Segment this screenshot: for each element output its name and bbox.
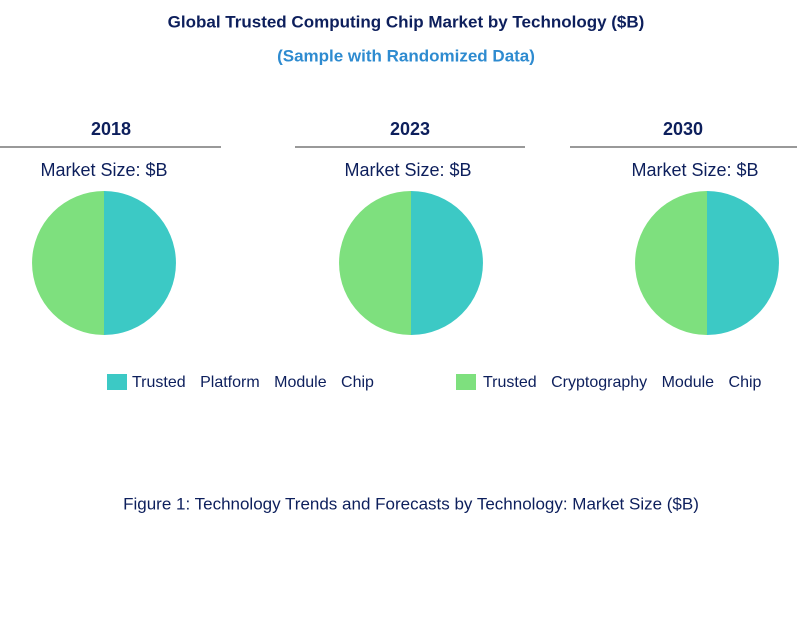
pie-slice [104, 191, 176, 335]
pie-slice [411, 191, 483, 335]
legend-label: Trusted Platform Module Chip [132, 374, 374, 391]
pie-slice [635, 191, 707, 335]
title: Global Trusted Computing Chip Market by … [168, 12, 645, 31]
legend-swatch [107, 374, 127, 390]
pie-slice [32, 191, 104, 335]
pie-subtitle: Market Size: $B [40, 160, 167, 180]
legend-swatch [456, 374, 476, 390]
pie-subtitle: Market Size: $B [344, 160, 471, 180]
pie-title: 2030 [663, 119, 703, 139]
pie-slice [707, 191, 779, 335]
legend-label: Trusted Cryptography Module Chip [483, 374, 762, 391]
caption: Figure 1: Technology Trends and Forecast… [123, 494, 699, 513]
subtitle: (Sample with Randomized Data) [277, 46, 535, 65]
pie-subtitle: Market Size: $B [631, 160, 758, 180]
pie-title: 2018 [91, 119, 131, 139]
pie-slice [339, 191, 411, 335]
pie-title: 2023 [390, 119, 430, 139]
